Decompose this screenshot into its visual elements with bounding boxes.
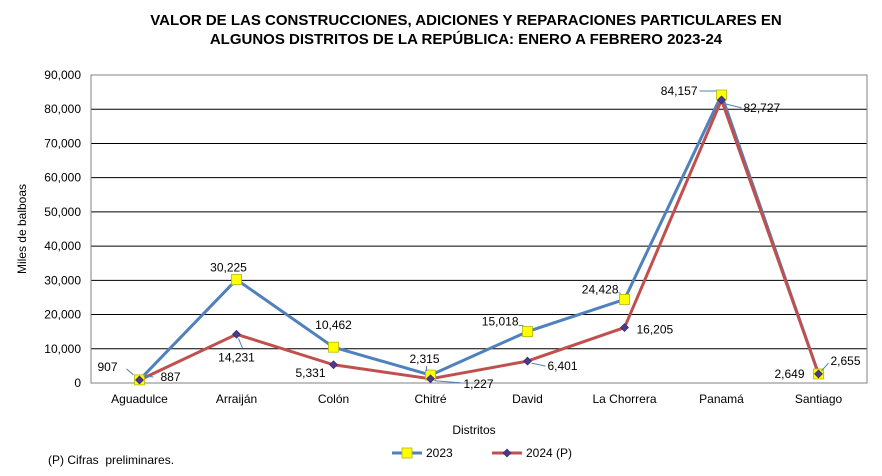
data-label-2024: 82,727: [744, 101, 781, 115]
data-label-2023: 30,225: [210, 261, 247, 275]
x-tick-label: Chitré: [414, 392, 446, 406]
x-tick-label: Aguadulce: [111, 392, 168, 406]
data-point-2023: [328, 341, 339, 353]
leader-line: [126, 368, 134, 376]
y-tick-label: 0: [74, 376, 81, 390]
series-lines: [134, 89, 824, 386]
y-tick-label: 70,000: [44, 136, 81, 150]
leader-line: [618, 291, 621, 294]
series-line-2023: [138, 93, 820, 381]
leader-line: [143, 375, 154, 378]
data-label-2024: 2,655: [831, 354, 861, 368]
chart-title-line-1: VALOR DE LAS CONSTRUCCIONES, ADICIONES Y…: [150, 12, 781, 29]
legend: 2023 2024 (P): [392, 446, 572, 460]
leader-line: [531, 362, 546, 367]
x-axis-label: Distritos: [452, 423, 495, 437]
y-tick-label: 10,000: [44, 342, 81, 356]
x-tick-label: Santiago: [795, 392, 843, 406]
data-point-2024: [814, 369, 823, 379]
data-label-2023: 24,428: [582, 282, 619, 296]
data-point-2023: [522, 326, 533, 338]
data-labels: 907 30,225 10,462 2,315 15,018 24,428 84,157 2,…: [97, 84, 860, 391]
y-axis-label: Miles de balboas: [15, 184, 29, 274]
y-tick-label: 40,000: [44, 239, 81, 253]
data-label-2024: 887: [161, 370, 181, 384]
data-label-2023: 15,018: [482, 315, 519, 329]
x-tick-label: Colón: [318, 392, 349, 406]
data-label-2023: 2,649: [774, 367, 804, 381]
legend-label-2023: 2023: [426, 446, 453, 460]
data-label-2023: 907: [97, 360, 117, 374]
x-tick-labels: Aguadulce Arraiján Colón Chitré David La Chor…: [111, 392, 842, 406]
data-label-2023: 2,315: [409, 352, 439, 366]
data-point-2023: [619, 294, 630, 305]
footnote: (P) Cifras preliminares.: [48, 453, 175, 467]
x-tick-label: La Chorrera: [592, 392, 656, 406]
data-label-2023: 84,157: [661, 84, 698, 98]
data-label-2023: 10,462: [315, 318, 352, 332]
y-tick-label: 20,000: [44, 308, 81, 322]
y-tick-label: 30,000: [44, 273, 81, 287]
y-tick-labels: 0 10,000 20,000 30,000 40,000 50,000 60,000 70,…: [44, 68, 81, 390]
plot-area: [90, 74, 868, 384]
y-tick-label: 50,000: [44, 205, 81, 219]
data-point-2024: [523, 356, 532, 366]
data-point-2024: [426, 374, 435, 384]
leader-line: [725, 103, 742, 109]
data-label-2024: 6,401: [548, 359, 578, 373]
x-tick-label: David: [512, 392, 543, 406]
data-label-leaders: [126, 90, 829, 384]
gridlines: [91, 108, 867, 350]
data-label-2024: 16,205: [637, 323, 674, 337]
legend-marker-2024: [502, 448, 512, 458]
data-point-2023: [231, 274, 242, 285]
data-point-2024: [329, 360, 338, 370]
data-label-2024: 14,231: [218, 350, 255, 364]
series-line-2024: [138, 98, 820, 382]
legend-label-2024: 2024 (P): [526, 446, 572, 460]
x-tick-label: Arraiján: [216, 392, 257, 406]
data-point-2024: [717, 95, 726, 105]
chart-title-line-2: ALGUNOS DISTRITOS DE LA REPÚBLICA: ENERO…: [210, 30, 723, 48]
x-tick-label: Panamá: [699, 392, 744, 406]
data-point-2024: [620, 323, 629, 332]
y-tick-label: 60,000: [44, 171, 81, 185]
leader-line: [434, 380, 461, 384]
y-tick-label: 80,000: [44, 102, 81, 116]
y-tick-label: 90,000: [44, 68, 81, 82]
data-label-2024: 5,331: [295, 366, 325, 380]
leader-line: [238, 338, 243, 349]
data-point-2024: [135, 375, 144, 385]
data-label-2024: 1,227: [464, 377, 494, 391]
data-point-2024: [232, 329, 241, 339]
leader-line: [821, 362, 829, 372]
legend-marker-2023: [401, 447, 413, 459]
